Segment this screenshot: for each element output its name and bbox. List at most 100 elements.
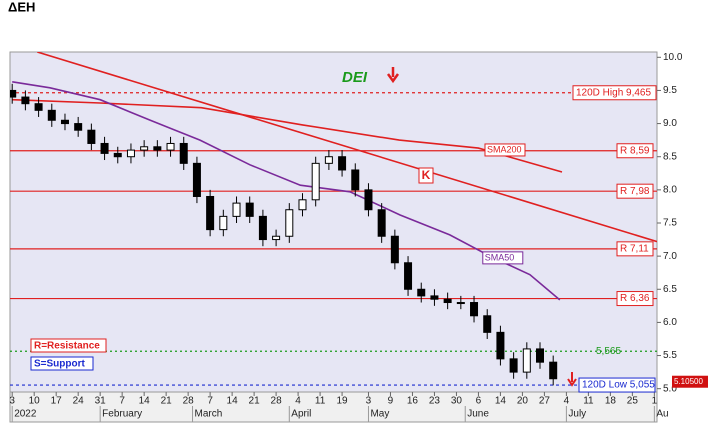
month-label: April [291,409,311,420]
candle-body [140,146,149,151]
candle-body [126,149,135,158]
y-tick-label: 9.5 [663,85,677,96]
candle-body [100,142,109,154]
x-tick-label: 16 [407,396,419,407]
candle-body [443,298,452,304]
x-tick-label: 7 [207,396,213,407]
line-label-box [482,251,524,265]
x-tick-label: 7 [119,396,125,407]
candle-body [311,162,320,201]
x-tick-label: 9 [388,396,394,407]
x-tick-label: 3 [9,396,15,407]
x-tick-label: 14 [227,396,239,407]
line-label-box [484,143,526,157]
x-tick-label: 27 [539,396,551,407]
legend-text: R=Resistance [34,341,100,352]
x-tick-label: 3 [366,396,372,407]
x-tick-label: 30 [451,396,463,407]
line-label: SMA50 [485,252,515,262]
candle-body [232,202,241,217]
candle-body [87,129,96,144]
level-label: 5,565 [596,346,621,357]
level-label: R 6,36 [620,293,650,304]
candle-body [483,315,492,333]
plot-area [9,51,658,393]
candle-body [298,199,307,211]
last-price: 5.10500 [674,377,703,386]
month-label: June [467,409,489,420]
month-label: May [370,409,389,420]
x-tick-label: 14 [495,396,507,407]
x-tick-label: 4 [564,396,570,407]
month-label: July [568,409,586,420]
candle-body [404,262,413,290]
candle-body [509,358,518,373]
level-label-box [616,183,654,199]
y-tick-label: 6.0 [663,317,677,328]
month-label: February [102,409,142,420]
level-label: R 7,98 [620,186,650,197]
level-label: 120D High 9,465 [576,87,651,98]
candle-body [206,195,215,231]
candle-body [166,142,175,151]
candle-body [417,288,426,297]
candle-body [34,103,43,111]
level-label: 120D Low 5,055 [582,380,655,391]
x-tick-label: 14 [139,396,151,407]
overlay: 10.09.59.08.58.07.57.06.56.05.55.03 10 17 2… [9,52,708,422]
candle-body [192,162,201,197]
marker-box [418,167,434,184]
x-tick-label: 21 [161,396,173,407]
month-label: 2022 [14,409,37,420]
last-price-box [672,375,708,388]
x-tick-label: 25 [627,396,639,407]
y-tick-label: 5.5 [663,350,677,361]
candle-body [10,89,17,98]
candle-body [272,235,281,241]
y-tick-label: 10.0 [663,52,683,63]
x-tick-label: 6 [476,396,482,407]
candle-body [377,209,386,237]
down-arrow [567,372,577,387]
candle-body [536,348,545,363]
x-tick-label: 20 [517,396,529,407]
legend-text: S=Support [34,359,86,370]
x-tick-label: 24 [73,396,85,407]
level-label-box [616,143,654,159]
x-tick-label: 10 [29,396,41,407]
x-axis-area [9,391,658,423]
month-label: March [195,409,223,420]
candle-body [549,361,558,380]
trendline [37,52,657,243]
level-label-box [572,85,657,101]
x-tick-label: 18 [605,396,617,407]
x-tick-label: 31 [95,396,107,407]
candle-body [113,152,122,158]
candle-body [285,209,294,237]
y-tick-label: 5.0 [663,383,677,394]
level-label-box [616,241,654,257]
plot [10,52,657,386]
candle-body [430,295,439,300]
candle-body [179,142,188,164]
candle-body [338,156,347,171]
y-tick-label: 7.5 [663,218,677,229]
moving-average [12,98,563,173]
level-label-box [616,291,654,307]
x-tick-label: 1 [652,396,658,407]
candle-body [258,215,267,241]
y-tick-label: 7.0 [663,251,677,262]
candle-body [390,235,399,264]
x-tick-label: 11 [315,396,326,407]
candle-body [153,146,162,151]
candle-body [496,331,505,360]
x-tick-label: 19 [337,396,349,407]
candle-body [21,96,30,105]
candle-body [456,302,465,305]
legend-box [30,356,94,371]
down-arrow [386,67,400,84]
candle-body [324,156,333,164]
marker: K [422,168,431,182]
